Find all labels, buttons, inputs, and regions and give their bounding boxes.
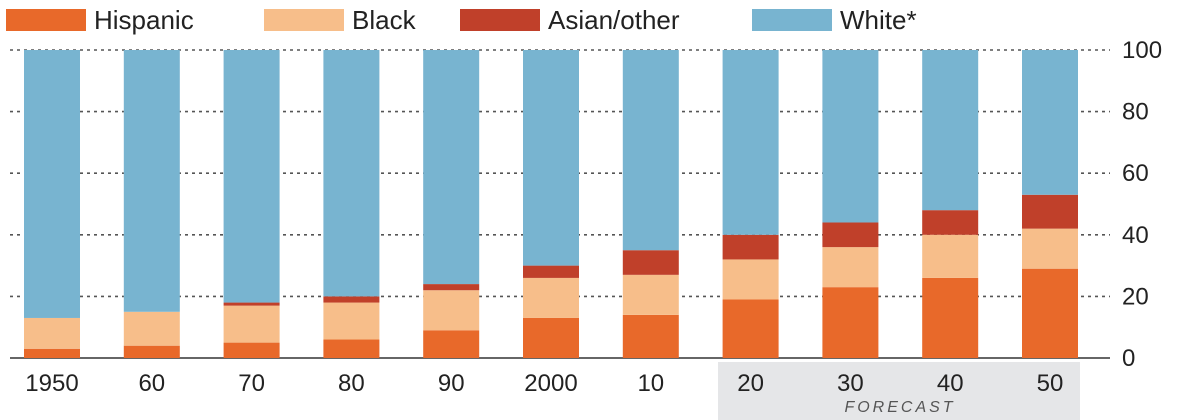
- x-tick-label: 2000: [524, 370, 577, 397]
- y-tick-label: 40: [1122, 222, 1149, 249]
- y-tick-label: 80: [1122, 99, 1149, 126]
- bar-segment-hispanic: [523, 317, 579, 358]
- y-tick-label: 20: [1122, 283, 1149, 310]
- bar-segment-asian-other: [722, 234, 779, 260]
- bar-segment-white: [523, 50, 579, 266]
- bar-segment-hispanic: [922, 277, 979, 358]
- bar-segment-white: [822, 50, 879, 223]
- x-tick-label: 20: [737, 370, 764, 397]
- y-tick-label: 0: [1122, 345, 1135, 372]
- bar-segment-hispanic: [423, 330, 480, 358]
- bar-segment-asian-other: [822, 222, 879, 248]
- y-tick-label: 60: [1122, 160, 1149, 187]
- x-tick-label: 80: [338, 370, 365, 397]
- bar-segment-hispanic: [323, 339, 380, 358]
- legend-swatch: [752, 9, 832, 31]
- bar-segment-white: [123, 50, 180, 312]
- forecast-label: FORECAST: [844, 399, 955, 416]
- bar-segment-white: [722, 50, 779, 235]
- bar-segment-hispanic: [722, 299, 779, 358]
- bar-segment-black: [822, 247, 879, 288]
- bar-segment-black: [223, 305, 280, 343]
- bar-segment-white: [223, 50, 280, 303]
- x-tick-label: 60: [138, 370, 165, 397]
- x-tick-label: 50: [1037, 370, 1064, 397]
- bar-segment-white: [323, 50, 380, 297]
- x-axis: 1950 60 70 80 90 2000 10 20 30 40 50: [25, 370, 1063, 397]
- x-tick-label: 10: [637, 370, 664, 397]
- bar-segment-asian-other: [223, 302, 280, 306]
- bar-segment-white: [922, 50, 979, 211]
- bar-segment-asian-other: [922, 210, 979, 235]
- x-tick-label: 40: [937, 370, 964, 397]
- bar-segment-asian-other: [622, 250, 679, 275]
- x-tick-label: 30: [837, 370, 864, 397]
- bar-segment-white: [423, 50, 480, 285]
- bar-segment-black: [24, 317, 80, 349]
- bars: [24, 50, 1078, 358]
- bar-segment-hispanic: [822, 287, 879, 358]
- bar-segment-asian-other: [423, 284, 480, 291]
- bar-segment-hispanic: [223, 342, 280, 358]
- bar-segment-hispanic: [1022, 268, 1078, 358]
- bar-segment-hispanic: [123, 345, 180, 358]
- bar-segment-black: [722, 259, 779, 300]
- bar-segment-white: [24, 50, 80, 318]
- legend-label: Asian/other: [548, 5, 680, 35]
- y-axis: 0 20 40 60 80 100: [1122, 37, 1162, 372]
- legend-label: Hispanic: [94, 5, 194, 35]
- x-tick-label: 70: [238, 370, 265, 397]
- bar-segment-black: [123, 311, 180, 346]
- bar-segment-asian-other: [1022, 194, 1078, 229]
- bar-segment-black: [423, 290, 480, 331]
- bar-segment-black: [922, 234, 979, 278]
- bar-segment-asian-other: [523, 265, 579, 278]
- bar-segment-black: [622, 274, 679, 315]
- bar-segment-black: [1022, 228, 1078, 269]
- bar-segment-asian-other: [323, 296, 380, 303]
- y-tick-label: 100: [1122, 37, 1162, 64]
- bar-segment-white: [1022, 50, 1078, 195]
- x-tick-label: 90: [438, 370, 465, 397]
- legend-swatch: [460, 9, 540, 31]
- legend: Hispanic Black Asian/other White*: [6, 5, 917, 35]
- legend-label: White*: [840, 5, 917, 35]
- x-tick-label: 1950: [25, 370, 78, 397]
- bar-segment-white: [622, 50, 679, 251]
- bar-segment-black: [523, 277, 579, 318]
- bar-segment-black: [323, 302, 380, 340]
- bar-segment-hispanic: [622, 314, 679, 358]
- legend-label: Black: [352, 5, 417, 35]
- legend-swatch: [6, 9, 86, 31]
- bar-segment-hispanic: [24, 348, 80, 358]
- legend-swatch: [264, 9, 344, 31]
- forecast-shade: [718, 362, 1080, 420]
